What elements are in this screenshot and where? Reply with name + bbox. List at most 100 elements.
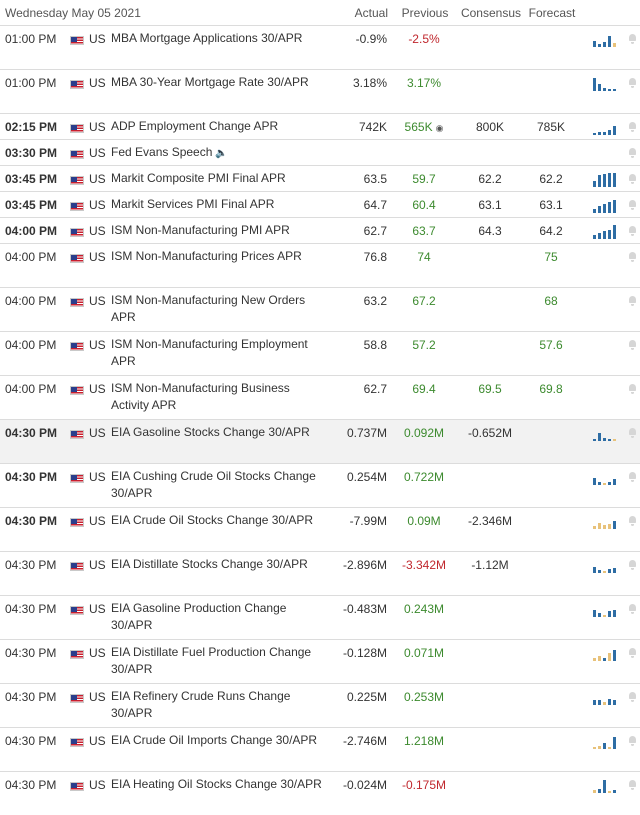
event-row[interactable]: 04:00 PM US ISM Non-Manufacturing PMI AP… <box>0 218 640 244</box>
event-row[interactable]: 04:30 PM US EIA Gasoline Production Chan… <box>0 596 640 640</box>
event-name[interactable]: EIA Refinery Crude Runs Change 30/APR <box>111 689 291 720</box>
bell-icon[interactable] <box>628 736 637 746</box>
event-country: US <box>89 426 106 440</box>
event-name[interactable]: EIA Distillate Stocks Change 30/APR <box>111 557 308 571</box>
event-name[interactable]: EIA Crude Oil Imports Change 30/APR <box>111 733 318 747</box>
sparkline-chart[interactable] <box>593 119 616 135</box>
bell-icon[interactable] <box>628 692 637 702</box>
bell-icon[interactable] <box>628 296 637 306</box>
event-row[interactable]: 03:45 PM US Markit Services PMI Final AP… <box>0 192 640 218</box>
sparkline-chart[interactable] <box>593 689 616 705</box>
event-row[interactable]: 04:30 PM US EIA Gasoline Stocks Change 3… <box>0 420 640 464</box>
us-flag-icon <box>70 694 84 703</box>
event-name[interactable]: ISM Non-Manufacturing PMI APR <box>111 223 290 237</box>
event-time: 04:00 PM <box>5 338 57 352</box>
event-actual: -2.896M <box>342 558 387 572</box>
event-name[interactable]: ISM Non-Manufacturing Prices APR <box>111 249 302 263</box>
event-name[interactable]: ISM Non-Manufacturing New Orders APR <box>111 293 306 324</box>
event-row[interactable]: 03:30 PM US Fed Evans Speech 🔈 <box>0 140 640 166</box>
event-time: 04:30 PM <box>5 778 57 792</box>
event-actual: 0.254M <box>346 470 387 484</box>
event-country: US <box>89 146 106 160</box>
bell-icon[interactable] <box>628 648 637 658</box>
sparkline-chart[interactable] <box>593 31 616 47</box>
sparkline-chart[interactable] <box>593 557 616 573</box>
bell-icon[interactable] <box>628 560 637 570</box>
bell-icon[interactable] <box>628 122 637 132</box>
event-name[interactable]: MBA 30-Year Mortgage Rate 30/APR <box>111 75 309 89</box>
event-row[interactable]: 01:00 PM US MBA 30-Year Mortgage Rate 30… <box>0 70 640 114</box>
event-name[interactable]: EIA Cushing Crude Oil Stocks Change 30/A… <box>111 469 316 500</box>
event-actual: -2.746M <box>342 734 387 748</box>
sparkline-chart[interactable] <box>593 425 616 441</box>
event-previous: 0.243M <box>403 602 445 616</box>
event-actual: -0.9% <box>355 32 387 46</box>
sparkline-chart[interactable] <box>593 645 616 661</box>
event-row[interactable]: 04:00 PM US ISM Non-Manufacturing New Or… <box>0 288 640 332</box>
sparkline-chart[interactable] <box>593 197 616 213</box>
event-name[interactable]: EIA Gasoline Stocks Change 30/APR <box>111 425 310 439</box>
event-row[interactable]: 01:00 PM US MBA Mortgage Applications 30… <box>0 26 640 70</box>
bell-icon[interactable] <box>628 34 637 44</box>
column-previous[interactable]: Previous <box>401 5 449 20</box>
bell-icon[interactable] <box>628 200 637 210</box>
revised-icon[interactable]: ◉ <box>435 123 444 133</box>
event-name[interactable]: EIA Heating Oil Stocks Change 30/APR <box>111 777 322 791</box>
event-name[interactable]: Markit Services PMI Final APR <box>111 197 275 211</box>
sparkline-chart[interactable] <box>593 223 616 239</box>
event-row[interactable]: 04:30 PM US EIA Distillate Stocks Change… <box>0 552 640 596</box>
bell-icon[interactable] <box>628 516 637 526</box>
event-name[interactable]: Fed Evans Speech <box>111 145 213 159</box>
event-row[interactable]: 04:00 PM US ISM Non-Manufacturing Busine… <box>0 376 640 420</box>
event-row[interactable]: 04:00 PM US ISM Non-Manufacturing Prices… <box>0 244 640 288</box>
column-consensus[interactable]: Consensus <box>460 5 522 20</box>
sparkline-chart[interactable] <box>593 75 616 91</box>
event-row[interactable]: 04:30 PM US EIA Distillate Fuel Producti… <box>0 640 640 684</box>
event-consensus: 64.3 <box>478 224 502 238</box>
bell-icon[interactable] <box>628 780 637 790</box>
bell-icon[interactable] <box>628 604 637 614</box>
sparkline-chart[interactable] <box>593 777 616 793</box>
us-flag-icon <box>70 202 84 211</box>
bell-icon[interactable] <box>628 340 637 350</box>
sparkline-chart[interactable] <box>593 513 616 529</box>
bell-icon[interactable] <box>628 148 637 158</box>
event-name[interactable]: MBA Mortgage Applications 30/APR <box>111 31 303 45</box>
event-row[interactable]: 04:30 PM US EIA Cushing Crude Oil Stocks… <box>0 464 640 508</box>
event-name[interactable]: ISM Non-Manufacturing Business Activity … <box>111 381 290 412</box>
bell-icon[interactable] <box>628 78 637 88</box>
sparkline-chart[interactable] <box>593 171 616 187</box>
column-forecast[interactable]: Forecast <box>528 5 576 20</box>
event-row[interactable]: 04:30 PM US EIA Refinery Crude Runs Chan… <box>0 684 640 728</box>
column-actual[interactable]: Actual <box>354 5 388 20</box>
event-row[interactable]: 04:30 PM US EIA Heating Oil Stocks Chang… <box>0 772 640 815</box>
event-actual: -0.128M <box>342 646 387 660</box>
bell-icon[interactable] <box>628 174 637 184</box>
calendar-header: Wednesday May 05 2021 Actual Previous Co… <box>0 0 640 26</box>
event-name[interactable]: ADP Employment Change APR <box>111 119 279 133</box>
bell-icon[interactable] <box>628 226 637 236</box>
event-row[interactable]: 03:45 PM US Markit Composite PMI Final A… <box>0 166 640 192</box>
event-name[interactable]: Markit Composite PMI Final APR <box>111 171 286 185</box>
bell-icon[interactable] <box>628 428 637 438</box>
sparkline-chart[interactable] <box>593 469 616 485</box>
bell-icon[interactable] <box>628 252 637 262</box>
event-country: US <box>89 558 106 572</box>
event-name[interactable]: EIA Crude Oil Stocks Change 30/APR <box>111 513 314 527</box>
event-name[interactable]: EIA Gasoline Production Change 30/APR <box>111 601 287 632</box>
sparkline-chart[interactable] <box>593 733 616 749</box>
event-row[interactable]: 04:00 PM US ISM Non-Manufacturing Employ… <box>0 332 640 376</box>
event-row[interactable]: 04:30 PM US EIA Crude Oil Imports Change… <box>0 728 640 772</box>
bell-icon[interactable] <box>628 384 637 394</box>
sparkline-chart[interactable] <box>593 601 616 617</box>
event-row[interactable]: 02:15 PM US ADP Employment Change APR 74… <box>0 114 640 140</box>
event-previous: 57.2 <box>412 338 436 352</box>
event-name[interactable]: ISM Non-Manufacturing Employment APR <box>111 337 308 368</box>
event-time: 04:30 PM <box>5 734 57 748</box>
event-country: US <box>89 76 106 90</box>
bell-icon[interactable] <box>628 472 637 482</box>
event-row[interactable]: 04:30 PM US EIA Crude Oil Stocks Change … <box>0 508 640 552</box>
event-actual: 64.7 <box>363 198 387 212</box>
event-name[interactable]: EIA Distillate Fuel Production Change 30… <box>111 645 312 676</box>
event-previous: 0.071M <box>403 646 445 660</box>
